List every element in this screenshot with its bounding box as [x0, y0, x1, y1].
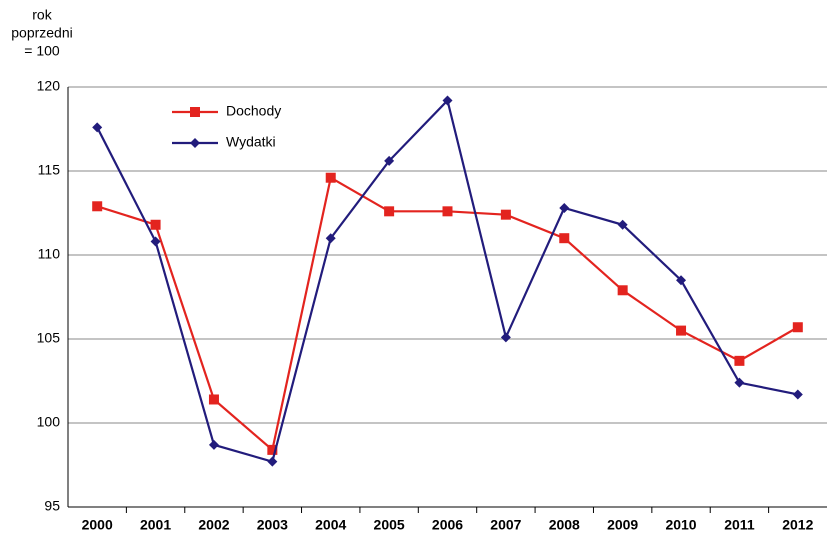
y-tick-label: 95	[44, 498, 60, 514]
data-point	[676, 325, 687, 336]
y-axis-label: = 100	[24, 43, 60, 59]
data-point	[92, 201, 103, 212]
y-axis-label: poprzedni	[11, 25, 73, 41]
data-point	[208, 439, 219, 450]
x-tick-label: 2001	[140, 517, 171, 533]
x-tick-label: 2006	[432, 517, 463, 533]
data-point	[150, 219, 161, 230]
x-tick-label: 2003	[257, 517, 288, 533]
data-point	[792, 322, 803, 333]
data-point	[500, 209, 511, 220]
data-point	[150, 236, 161, 247]
x-tick-label: 2012	[782, 517, 813, 533]
data-point	[734, 377, 745, 388]
legend-marker	[190, 107, 200, 117]
x-tick-label: 2000	[82, 517, 113, 533]
x-tick-label: 2010	[665, 517, 696, 533]
data-point	[617, 285, 628, 296]
y-tick-label: 105	[37, 330, 61, 346]
legend-label: Wydatki	[226, 134, 276, 150]
data-point	[500, 332, 511, 343]
data-point	[208, 394, 219, 405]
data-point	[384, 155, 395, 166]
x-tick-label: 2002	[198, 517, 229, 533]
series-line	[96, 176, 799, 452]
y-tick-label: 100	[37, 414, 61, 430]
y-tick-label: 110	[38, 246, 61, 262]
data-point	[267, 456, 278, 467]
x-tick-label: 2008	[549, 517, 580, 533]
x-tick-label: 2005	[374, 517, 405, 533]
data-point	[734, 355, 745, 366]
data-point	[442, 206, 453, 217]
x-tick-label: 2011	[724, 517, 755, 533]
x-tick-label: 2009	[607, 517, 638, 533]
data-point	[559, 233, 570, 244]
y-tick-label: 115	[38, 162, 61, 178]
data-point	[267, 444, 278, 455]
series-line	[96, 98, 799, 464]
legend-marker	[190, 138, 200, 148]
data-point	[92, 122, 103, 133]
data-point	[325, 172, 336, 183]
x-tick-label: 2004	[315, 517, 346, 533]
data-point	[559, 202, 570, 213]
data-point	[442, 95, 453, 106]
data-point	[617, 219, 628, 230]
data-point	[325, 233, 336, 244]
y-axis-label: rok	[32, 7, 52, 23]
x-tick-label: 2007	[490, 517, 521, 533]
legend-label: Dochody	[226, 103, 281, 119]
data-point	[676, 275, 687, 286]
data-point	[792, 389, 803, 400]
y-tick-label: 120	[37, 78, 61, 94]
data-point	[384, 206, 395, 217]
